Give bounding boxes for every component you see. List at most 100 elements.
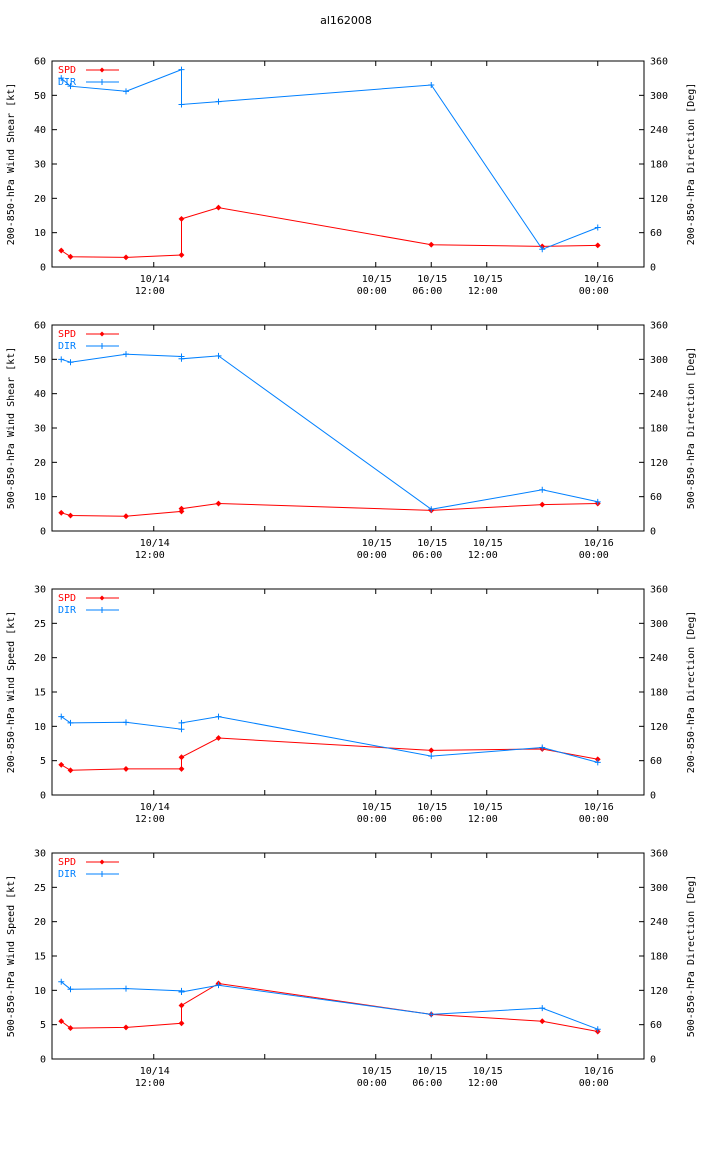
data-point-spd [123,254,129,261]
y-right-tick-label: 300 [650,91,668,102]
legend-marker-spd [99,331,105,337]
series-line-dir [60,68,598,250]
series-line-dir [61,716,598,763]
y-left-tick-label: 20 [34,653,46,664]
x-tick-label-time: 06:00 [412,1078,442,1089]
data-point-spd [428,241,435,248]
data-point-spd [428,747,435,754]
y-left-tick-label: 30 [34,585,46,596]
x-tick-label-date: 10/15 [417,802,447,813]
x-tick-label-date: 10/15 [417,538,447,549]
series-line-spd [61,982,598,1032]
data-point-dir [215,713,222,720]
y-left-tick-label: 0 [40,527,46,538]
y-left-tick-label: 60 [34,321,46,332]
data-point-dir [594,224,601,231]
y-left-axis-label: 500-850-hPa Wind Shear [kt] [6,347,17,510]
series-line-spd [61,502,598,517]
legend-label-dir: DIR [58,869,77,880]
x-tick-label-date: 10/15 [362,538,392,549]
y-right-tick-label: 60 [650,1020,662,1031]
y-left-tick-label: 20 [34,917,46,928]
y-right-axis-label: 500-850-hPa Direction [Deg] [686,875,697,1038]
y-left-tick-label: 0 [40,263,46,274]
data-point-dir [178,355,185,362]
x-tick-label-time: 00:00 [579,550,609,561]
data-point-spd [67,767,74,774]
y-right-tick-label: 60 [650,756,662,767]
data-point-dir [178,989,185,996]
y-right-tick-label: 240 [650,125,668,136]
x-tick-label-time: 00:00 [357,550,387,561]
data-point-spd [67,512,74,519]
x-tick-label-date: 10/15 [417,1066,447,1077]
x-tick-label-date: 10/15 [417,274,447,285]
y-right-tick-label: 180 [650,688,668,699]
chart-panel-2: 010203040506006012018024030036010/1412:0… [6,321,697,562]
chart-panel-3: 05101520253006012018024030036010/1412:00… [6,585,697,826]
x-tick-label-date: 10/14 [140,274,170,285]
x-tick-label-time: 06:00 [412,550,442,561]
y-left-tick-label: 0 [40,791,46,802]
data-point-dir [594,498,601,505]
y-left-tick-label: 30 [34,424,46,435]
data-point-dir [428,506,435,513]
data-point-dir [178,726,185,733]
data-point-dir [123,88,129,95]
y-left-tick-label: 60 [34,57,46,68]
data-point-dir [539,246,546,253]
legend-marker-dir [99,343,105,349]
x-tick-label-date: 10/15 [473,274,503,285]
y-left-tick-label: 15 [34,688,46,699]
data-point-dir [67,83,74,90]
legend-marker-dir [99,607,105,613]
y-left-tick-label: 40 [34,125,46,136]
y-left-tick-label: 10 [34,986,46,997]
data-point-spd [178,505,185,512]
chart-panel-4: 05101520253006012018024030036010/1412:00… [6,849,697,1090]
x-tick-label-date: 10/15 [473,1066,503,1077]
data-point-dir [428,82,435,89]
x-tick-label-time: 00:00 [357,286,387,297]
data-point-spd [178,765,185,772]
x-tick-label-date: 10/14 [140,1066,170,1077]
data-point-spd [215,735,222,741]
series-line-dir [61,353,598,510]
y-left-tick-label: 25 [34,883,46,894]
legend-label-spd: SPD [58,593,76,604]
data-point-dir [428,753,435,760]
data-point-spd [178,216,185,222]
legend-label-dir: DIR [58,77,77,88]
data-point-spd [539,1018,546,1025]
y-left-axis-label: 200-850-hPa Wind Shear [kt] [6,83,17,246]
data-point-spd [594,242,601,249]
y-left-tick-label: 40 [34,389,46,400]
legend-label-dir: DIR [58,605,77,616]
y-left-axis-label: 200-850-hPa Wind Speed [kt] [6,611,17,774]
x-tick-label-date: 10/15 [473,802,503,813]
y-right-tick-label: 120 [650,458,668,469]
legend-label-spd: SPD [58,65,76,76]
y-right-tick-label: 180 [650,424,668,435]
data-point-spd [58,509,65,516]
page-title: al162008 [320,14,372,27]
x-tick-label-time: 00:00 [357,1078,387,1089]
y-left-tick-label: 20 [34,458,46,469]
y-right-tick-label: 0 [650,1055,656,1066]
data-point-dir [123,351,129,358]
data-point-dir [215,982,222,989]
plot-frame [51,852,645,1060]
series-line-spd [61,737,598,771]
y-right-tick-label: 120 [650,722,668,733]
y-right-tick-label: 180 [650,160,668,171]
x-tick-label-time: 12:00 [135,286,165,297]
y-left-tick-label: 0 [40,1055,46,1066]
y-right-tick-label: 0 [650,791,656,802]
y-right-tick-label: 360 [650,849,668,860]
y-right-tick-label: 60 [650,228,662,239]
data-point-spd [123,765,129,772]
data-point-spd [58,247,65,254]
legend-marker-spd [99,859,105,865]
plot-frame [51,588,645,796]
